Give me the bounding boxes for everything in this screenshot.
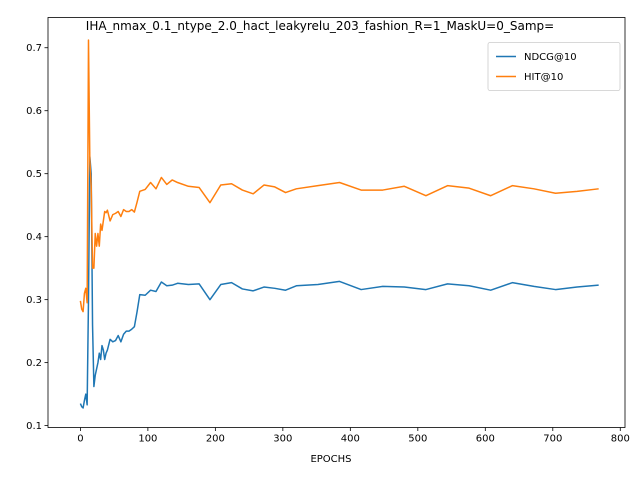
x-tick-label: 500 <box>408 434 427 445</box>
legend-label-0: NDCG@10 <box>524 52 577 63</box>
y-tick-label: 0.4 <box>26 232 42 243</box>
x-tick-label: 100 <box>138 434 157 445</box>
chart-title: IHA_nmax_0.1_ntype_2.0_hact_leakyrelu_20… <box>86 19 554 33</box>
x-tick-label: 300 <box>273 434 292 445</box>
legend: NDCG@10 HIT@10 <box>488 43 620 91</box>
x-tick-label: 700 <box>543 434 562 445</box>
y-tick-label: 0.1 <box>26 421 42 432</box>
x-tick-label: 600 <box>476 434 495 445</box>
legend-label-1: HIT@10 <box>524 72 563 83</box>
legend-box <box>488 43 620 91</box>
y-tick-label: 0.5 <box>26 169 42 180</box>
x-tick-label: 0 <box>77 434 83 445</box>
x-tick-label: 800 <box>611 434 630 445</box>
x-tick-label: 400 <box>341 434 360 445</box>
y-tick-label: 0.7 <box>26 43 42 54</box>
y-tick-label: 0.3 <box>26 295 42 306</box>
y-tick-label: 0.2 <box>26 358 42 369</box>
x-tick-label: 200 <box>206 434 225 445</box>
x-axis-label: EPOCHS <box>310 454 351 465</box>
y-tick-label: 0.6 <box>26 106 42 117</box>
